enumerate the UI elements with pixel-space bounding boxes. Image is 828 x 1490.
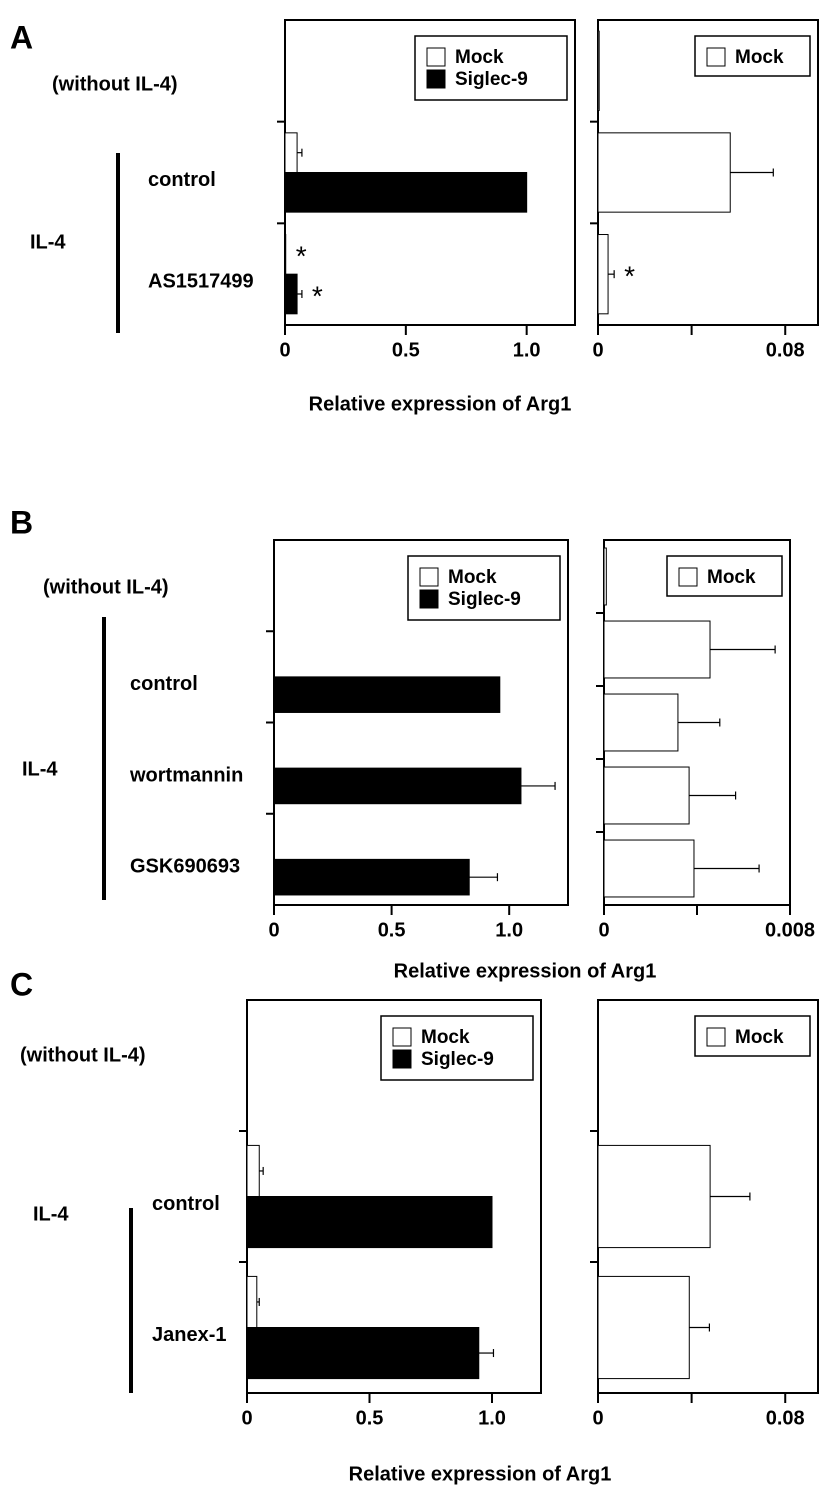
legend-label: Mock bbox=[421, 1027, 470, 1048]
category-label: Janex-1 bbox=[152, 1324, 227, 1346]
bar bbox=[246, 1144, 260, 1198]
legend-swatch bbox=[706, 47, 726, 67]
bar bbox=[603, 693, 679, 752]
bar bbox=[246, 1275, 258, 1329]
legend-label: Mock bbox=[735, 47, 784, 68]
bar bbox=[597, 234, 609, 315]
bar bbox=[603, 839, 695, 898]
legend-label: Siglec-9 bbox=[421, 1049, 494, 1070]
legend-swatch bbox=[392, 1049, 412, 1069]
x-axis-title: Relative expression of Arg1 bbox=[394, 960, 657, 982]
x-tick-label: 0.08 bbox=[766, 1407, 805, 1429]
bar bbox=[597, 132, 731, 213]
category-label: wortmannin bbox=[129, 764, 243, 786]
category-label: (without IL-4) bbox=[43, 576, 169, 598]
legend-label: Siglec-9 bbox=[448, 589, 521, 610]
bar bbox=[597, 1144, 711, 1249]
x-tick-label: 0.5 bbox=[392, 339, 420, 361]
legend-label: Mock bbox=[735, 1027, 784, 1048]
x-tick-label: 0 bbox=[592, 339, 603, 361]
legend-label: Mock bbox=[707, 567, 756, 588]
category-label: (without IL-4) bbox=[20, 1044, 146, 1066]
significance-mark: * bbox=[624, 261, 635, 292]
legend-swatch bbox=[392, 1027, 412, 1047]
panel-label: B bbox=[10, 504, 33, 540]
bar bbox=[284, 273, 298, 315]
category-label: control bbox=[152, 1193, 220, 1215]
x-axis-title: Relative expression of Arg1 bbox=[309, 393, 572, 415]
x-tick-label: 0.5 bbox=[356, 1407, 384, 1429]
bar bbox=[603, 766, 690, 825]
legend-frame bbox=[407, 555, 561, 621]
legend-swatch bbox=[419, 567, 439, 587]
bar bbox=[603, 620, 711, 679]
group-label: IL-4 bbox=[30, 231, 66, 253]
bar bbox=[273, 676, 501, 713]
category-label: (without IL-4) bbox=[52, 73, 178, 95]
bar bbox=[284, 132, 298, 174]
significance-mark: * bbox=[312, 280, 323, 311]
x-tick-label: 1.0 bbox=[513, 339, 541, 361]
category-label: control bbox=[148, 169, 216, 191]
x-tick-label: 0 bbox=[268, 919, 279, 941]
significance-mark: * bbox=[296, 241, 307, 272]
legend-label: Siglec-9 bbox=[455, 69, 528, 90]
x-tick-label: 0 bbox=[592, 1407, 603, 1429]
group-label: IL-4 bbox=[22, 758, 58, 780]
category-label: control bbox=[130, 673, 198, 695]
legend-swatch bbox=[426, 69, 446, 89]
legend-swatch bbox=[419, 589, 439, 609]
x-tick-label: 0.08 bbox=[766, 339, 805, 361]
bar bbox=[246, 1327, 480, 1380]
bar bbox=[597, 1275, 690, 1380]
bar bbox=[246, 1196, 493, 1249]
legend-frame bbox=[414, 35, 568, 101]
bar bbox=[273, 858, 470, 896]
bar bbox=[273, 767, 522, 805]
legend-label: Mock bbox=[455, 47, 504, 68]
group-label: IL-4 bbox=[33, 1203, 69, 1225]
x-tick-label: 0 bbox=[241, 1407, 252, 1429]
bar bbox=[597, 30, 600, 111]
x-tick-label: 0 bbox=[598, 919, 609, 941]
x-tick-label: 1.0 bbox=[478, 1407, 506, 1429]
category-label: GSK690693 bbox=[130, 856, 240, 878]
panel-label: A bbox=[10, 19, 33, 55]
legend-swatch bbox=[426, 47, 446, 67]
x-tick-label: 0 bbox=[279, 339, 290, 361]
x-tick-label: 0.008 bbox=[765, 919, 815, 941]
legend-label: Mock bbox=[448, 567, 497, 588]
bar bbox=[284, 234, 287, 275]
panel-label: C bbox=[10, 966, 33, 1002]
category-label: AS1517499 bbox=[148, 270, 254, 292]
x-tick-label: 1.0 bbox=[495, 919, 523, 941]
legend-frame bbox=[380, 1015, 534, 1081]
x-axis-title: Relative expression of Arg1 bbox=[349, 1463, 612, 1485]
x-tick-label: 0.5 bbox=[378, 919, 406, 941]
legend-swatch bbox=[678, 567, 698, 587]
bar bbox=[284, 172, 528, 213]
bar bbox=[603, 547, 607, 606]
legend-swatch bbox=[706, 1027, 726, 1047]
